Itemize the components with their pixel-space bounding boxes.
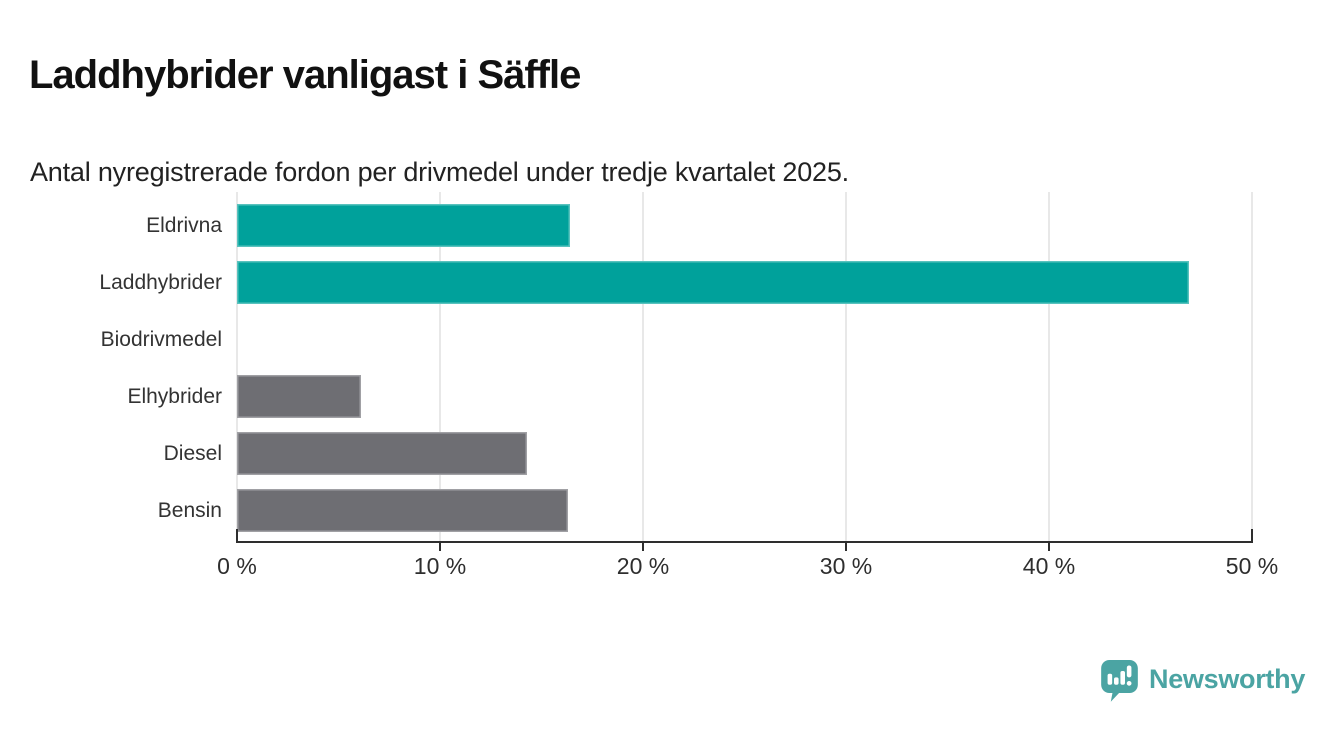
gridline — [236, 192, 238, 542]
plot-area — [236, 192, 1253, 542]
gridline — [642, 192, 644, 542]
gridline — [845, 192, 847, 542]
category-label-biodrivmedel: Biodrivmedel — [100, 328, 222, 351]
gridline — [1048, 192, 1050, 542]
newsworthy-logo: Newsworthy — [1101, 660, 1305, 704]
x-tick-label: 10 % — [413, 553, 467, 579]
x-axis-line — [236, 541, 1253, 543]
chart-subtitle: Antal nyregistrerade fordon per drivmede… — [30, 157, 849, 187]
category-label-elhybrider: Elhybrider — [127, 385, 222, 408]
newsworthy-brand-text: Newsworthy — [1149, 663, 1306, 694]
bar-diesel — [237, 432, 527, 475]
x-tick-label: 50 % — [1225, 553, 1279, 579]
category-label-bensin: Bensin — [157, 499, 222, 522]
x-axis-tick — [439, 543, 441, 551]
x-tick-label: 30 % — [819, 553, 873, 579]
gridline — [439, 192, 441, 542]
category-label-diesel: Diesel — [163, 442, 222, 465]
x-tick-label: 0 % — [217, 553, 257, 579]
x-axis-tick — [642, 543, 644, 551]
gridline — [1251, 192, 1253, 542]
category-label-laddhybrider: Laddhybrider — [99, 271, 222, 294]
x-axis-end-cap — [236, 529, 238, 541]
bar-eldrivna — [237, 204, 570, 247]
newsworthy-logo-icon — [1101, 660, 1138, 702]
x-tick-label: 20 % — [616, 553, 670, 579]
bar-elhybrider — [237, 375, 361, 418]
bar-laddhybrider — [237, 261, 1189, 304]
x-tick-label: 40 % — [1022, 553, 1076, 579]
category-label-eldrivna: Eldrivna — [146, 214, 222, 237]
x-axis-tick — [845, 543, 847, 551]
x-axis-end-cap — [1251, 529, 1253, 541]
x-axis-tick — [1048, 543, 1050, 551]
chart-title: Laddhybrider vanligast i Säffle — [29, 52, 581, 97]
bar-bensin — [237, 489, 568, 532]
